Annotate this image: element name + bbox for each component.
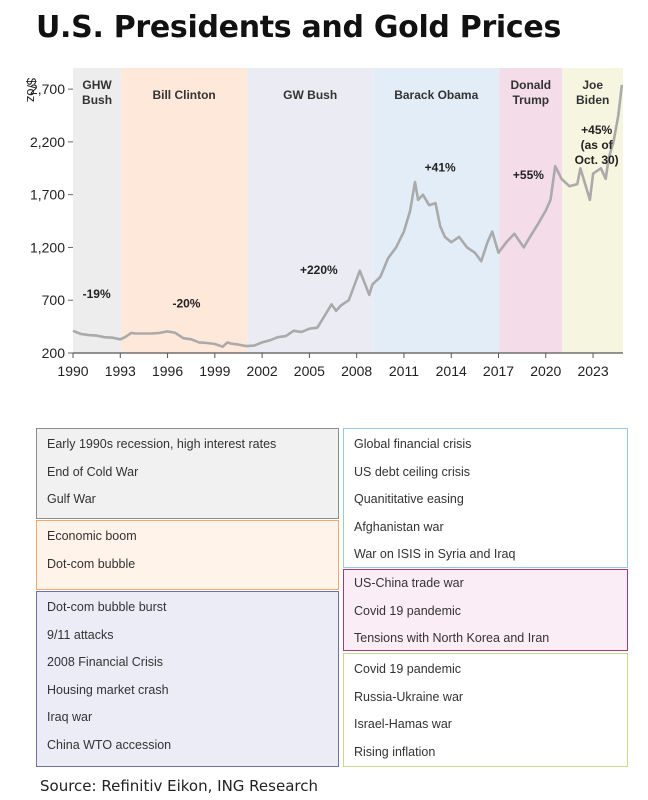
y-tick-label: 2,200 bbox=[30, 134, 65, 150]
change-annotation: -19% bbox=[83, 287, 111, 301]
x-tick-label: 2020 bbox=[530, 363, 561, 379]
event-item: Tensions with North Korea and Iran bbox=[354, 631, 550, 645]
event-item: US debt ceiling crisis bbox=[354, 464, 471, 479]
event-item: Global financial crisis bbox=[354, 437, 472, 451]
change-annotation: +41% bbox=[425, 160, 456, 174]
event-item: War on ISIS in Syria and Iraq bbox=[354, 547, 516, 561]
x-tick-label: 1993 bbox=[105, 363, 136, 379]
x-tick-label: 2008 bbox=[341, 363, 372, 379]
y-tick-label: 2,700 bbox=[30, 81, 65, 97]
event-item: Dot-com bubble burst bbox=[47, 600, 167, 614]
event-item: Housing market crash bbox=[47, 682, 169, 697]
event-item: Iraq war bbox=[47, 710, 93, 724]
presidency-band bbox=[499, 68, 563, 353]
presidency-label: Barack Obama bbox=[394, 88, 478, 102]
event-box: Covid 19 pandemic Russia-Ukraine war Israe… bbox=[343, 653, 628, 767]
change-annotation: +220% bbox=[300, 263, 338, 277]
event-box: Dot-com bubble burst 9/11 attacks 2008 Fin… bbox=[36, 591, 339, 767]
change-annotation: +55% bbox=[513, 168, 544, 182]
presidency-label: Bush bbox=[82, 93, 112, 107]
event-item: 2008 Financial Crisis bbox=[47, 655, 164, 669]
event-item: China WTO accession bbox=[47, 737, 172, 752]
y-tick-label: 700 bbox=[42, 292, 66, 308]
y-tick-label: 1,200 bbox=[30, 239, 65, 255]
x-tick-label: 2023 bbox=[577, 363, 608, 379]
event-item: Rising inflation bbox=[354, 744, 436, 759]
event-item: Quanititative easing bbox=[354, 492, 464, 506]
y-tick-label: 1,700 bbox=[30, 187, 65, 203]
x-tick-label: 1996 bbox=[152, 363, 183, 379]
event-item: Russia-Ukraine war bbox=[354, 689, 464, 704]
change-annotation: -20% bbox=[172, 297, 200, 311]
presidency-label: GW Bush bbox=[283, 88, 337, 102]
presidency-label: Donald bbox=[510, 78, 551, 92]
presidency-band bbox=[562, 68, 623, 353]
source-note: Source: Refinitiv Eikon, ING Research bbox=[40, 777, 318, 795]
event-item: Israel-Hamas war bbox=[354, 717, 452, 731]
x-tick-label: 2014 bbox=[436, 363, 467, 379]
presidency-band bbox=[121, 68, 248, 353]
x-tick-label: 1990 bbox=[57, 363, 88, 379]
presidency-label: Trump bbox=[512, 93, 549, 107]
y-axis-label: $/oz bbox=[24, 78, 39, 103]
y-tick-label: 200 bbox=[42, 345, 66, 361]
event-item: 9/11 attacks bbox=[47, 627, 114, 642]
event-box: Global financial crisis US debt ceiling c… bbox=[343, 428, 628, 568]
gold-price-line bbox=[72, 84, 624, 348]
event-item: Dot-com bubble bbox=[47, 556, 136, 571]
event-item: Covid 19 pandemic bbox=[354, 603, 462, 618]
x-tick-label: 2002 bbox=[247, 363, 278, 379]
event-item: Gulf War bbox=[47, 492, 96, 506]
presidency-band bbox=[73, 68, 122, 353]
x-tick-label: 2005 bbox=[294, 363, 325, 379]
biden-annotation: +45% bbox=[581, 123, 612, 137]
presidency-label: GHW bbox=[82, 78, 112, 92]
event-item: Covid 19 pandemic bbox=[354, 662, 462, 676]
x-tick-label: 2017 bbox=[483, 363, 514, 379]
event-box: US-China trade war Covid 19 pandemic Tensi… bbox=[343, 569, 628, 651]
x-tick-label: 2011 bbox=[389, 363, 419, 379]
event-box: Early 1990s recession, high interest rat… bbox=[36, 428, 339, 519]
event-item: Afghanistan war bbox=[354, 519, 444, 534]
page-title: U.S. Presidents and Gold Prices bbox=[36, 10, 562, 45]
presidency-label: Bill Clinton bbox=[152, 88, 215, 102]
biden-annotation: (as of bbox=[581, 138, 614, 152]
event-item: Economic boom bbox=[47, 529, 137, 543]
presidency-band bbox=[247, 68, 374, 353]
event-item: US-China trade war bbox=[354, 576, 464, 590]
event-item: Early 1990s recession, high interest rat… bbox=[47, 437, 277, 451]
x-tick-label: 1999 bbox=[199, 363, 230, 379]
biden-annotation: Oct. 30) bbox=[575, 153, 619, 167]
event-item: End of Cold War bbox=[47, 464, 139, 479]
presidency-label: Joe bbox=[582, 78, 603, 92]
presidency-label: Biden bbox=[576, 93, 609, 107]
event-box: Economic boom Dot-com bubble bbox=[36, 520, 339, 590]
